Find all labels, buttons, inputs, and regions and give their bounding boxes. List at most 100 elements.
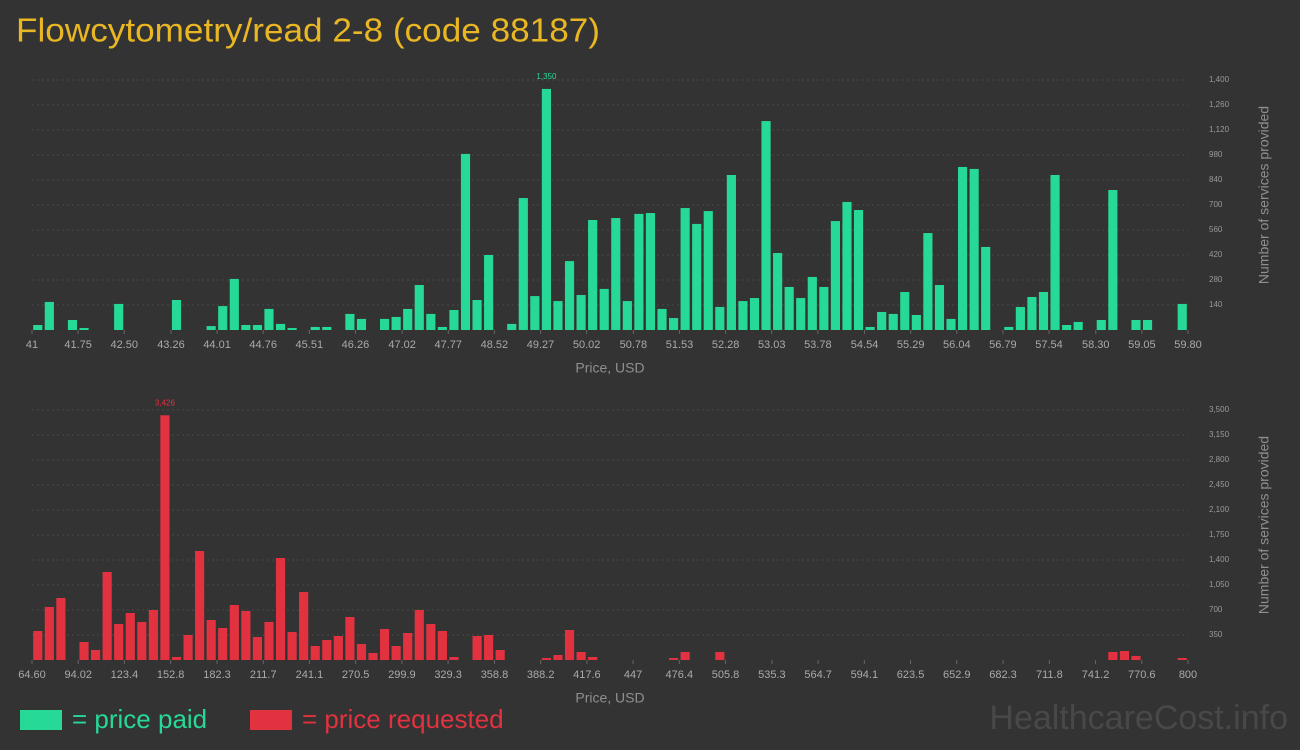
x-tick-label: 51.53	[666, 339, 694, 351]
x-tick-label: 182.3	[203, 669, 231, 681]
bar	[541, 88, 551, 330]
bar	[380, 629, 390, 660]
bar	[102, 572, 112, 660]
bar	[218, 628, 228, 660]
x-tick-label: 152.8	[157, 669, 185, 681]
x-tick-label: 53.03	[758, 339, 786, 351]
bar	[1131, 656, 1141, 660]
x-tick-label: 45.51	[296, 339, 324, 351]
bar	[553, 655, 563, 660]
bar	[264, 622, 274, 660]
bar	[218, 306, 228, 330]
x-tick-label: 94.02	[64, 669, 92, 681]
bar	[981, 246, 991, 330]
bar	[67, 320, 78, 330]
bar	[692, 223, 702, 330]
y-tick-label: 700	[1209, 200, 1223, 209]
bar	[1050, 175, 1060, 330]
bar	[703, 211, 713, 330]
bar	[368, 653, 378, 660]
bar	[588, 657, 598, 660]
bar	[160, 415, 170, 660]
bar	[611, 218, 621, 330]
x-tick-label: 211.7	[250, 669, 277, 681]
legend-label: = price paid	[72, 704, 207, 734]
x-tick-label: 652.9	[943, 669, 971, 681]
bar	[484, 255, 494, 330]
x-tick-label: 48.52	[481, 339, 509, 351]
bar	[345, 617, 355, 660]
bar	[91, 650, 101, 660]
bar	[842, 201, 852, 330]
bar	[275, 323, 286, 330]
bar	[669, 658, 679, 660]
x-tick-label: 42.50	[110, 339, 138, 351]
bar	[56, 598, 66, 660]
x-tick-label: 241.1	[296, 669, 324, 681]
bar	[322, 326, 332, 330]
bar	[333, 636, 343, 660]
bar	[576, 652, 586, 660]
x-tick-label: 50.78	[620, 339, 648, 351]
bar	[657, 308, 667, 330]
bar	[414, 285, 424, 330]
x-tick-label: 270.5	[342, 669, 370, 681]
bar	[345, 313, 355, 330]
bar	[958, 166, 968, 330]
y-tick-label: 1,750	[1209, 530, 1230, 539]
bar	[1062, 325, 1072, 330]
bar	[426, 313, 436, 330]
bar	[507, 323, 517, 330]
bar	[44, 301, 54, 330]
bar	[1108, 190, 1118, 330]
bar	[564, 630, 575, 660]
bar	[1004, 326, 1014, 330]
bar	[807, 276, 817, 330]
bar	[923, 233, 933, 330]
bar	[761, 121, 771, 330]
bar	[241, 325, 251, 330]
bar	[449, 657, 459, 660]
bar	[356, 644, 367, 660]
x-tick-label: 49.27	[527, 339, 555, 351]
watermark: HealthcareCost.info	[989, 699, 1288, 737]
bar	[830, 221, 840, 330]
page-title: Flowcytometry/read 2-8 (code 88187)	[16, 12, 600, 49]
bar	[380, 318, 390, 330]
bar	[877, 311, 887, 330]
bar	[715, 652, 725, 660]
y-tick-label: 1,400	[1209, 555, 1230, 564]
x-tick-label: 741.2	[1082, 669, 1110, 681]
bar	[969, 168, 979, 330]
bar	[599, 288, 609, 330]
bar	[252, 325, 262, 330]
bar	[1142, 320, 1153, 330]
bar	[275, 558, 286, 660]
bar	[206, 620, 216, 660]
bar	[900, 291, 910, 330]
bar	[588, 220, 598, 330]
x-tick-label: 123.4	[111, 669, 139, 681]
x-tick-label: 299.9	[388, 669, 416, 681]
bar	[472, 636, 482, 660]
bar	[495, 650, 505, 660]
bar	[391, 646, 401, 660]
x-tick-label: 59.05	[1128, 339, 1156, 351]
bar	[738, 301, 748, 330]
bar	[530, 296, 540, 330]
x-tick-label: 505.8	[712, 669, 740, 681]
bar	[518, 198, 528, 330]
bar	[853, 210, 864, 330]
bar	[287, 632, 297, 660]
x-tick-label: 54.54	[851, 339, 879, 351]
bar	[460, 153, 471, 330]
x-axis-label: Price, USD	[575, 690, 644, 706]
bar	[1096, 320, 1106, 330]
bar	[669, 318, 679, 330]
bar	[206, 326, 216, 330]
x-tick-label: 770.6	[1128, 669, 1156, 681]
bar	[784, 286, 794, 330]
bar	[299, 592, 309, 660]
bar	[287, 328, 297, 330]
